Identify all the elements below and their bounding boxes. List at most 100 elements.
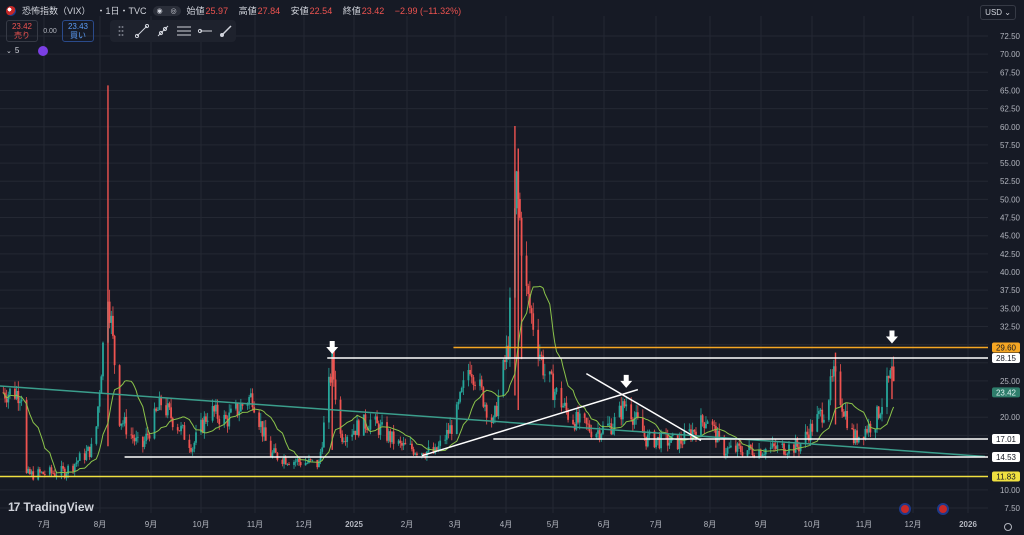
visibility-toggle[interactable]: ◉ ◎ [152,5,181,16]
candle [497,396,500,417]
candle [862,436,865,440]
tradingview-name: TradingView [23,500,94,514]
candle [67,465,70,474]
y-tick-label: 50.00 [1000,195,1021,204]
buy-price: 23.43 [67,22,89,31]
candle [234,403,237,409]
candle [851,428,854,430]
candle [404,442,407,445]
symbol-title[interactable]: 恐怖指数（VIX） [22,6,91,16]
x-tick-label: 5月 [547,520,559,529]
candle [734,445,737,452]
candle [804,431,807,445]
y-tick-label: 72.50 [1000,32,1021,41]
candle [143,441,146,447]
candle [676,434,679,450]
economic-event-icon [937,503,949,515]
candle [77,460,79,463]
level-tag [992,342,1020,353]
candle [369,419,372,430]
candle [435,447,438,452]
brush-tool-icon[interactable] [218,24,234,38]
candle [583,413,586,418]
candle [879,414,882,419]
candle [85,450,88,460]
candle [597,430,599,434]
tradingview-mark-icon: 17 [8,500,20,514]
candle [53,473,56,476]
candle [178,430,181,432]
candle [294,461,297,463]
candle [356,420,359,436]
eye-icon: ◉ [156,7,163,15]
candle [203,416,206,433]
candle [630,404,633,420]
candle [495,405,498,417]
candle [357,420,360,436]
horizontal-ray-tool-icon[interactable] [197,24,213,38]
candle [540,354,543,356]
candle [120,423,123,426]
candle [264,427,267,441]
candle [97,406,99,427]
chevron-down-icon: ⌄ [1004,8,1011,17]
candle [645,436,648,447]
parallel-channel-tool-icon[interactable] [176,24,192,38]
candle [819,409,822,412]
candle [877,406,880,419]
drag-handle-icon[interactable] [113,24,129,38]
indicator-legend[interactable]: ⌄ 5 [6,46,19,55]
candle [542,355,545,376]
candle [75,462,78,465]
candle [832,366,835,377]
candle [444,439,447,441]
candle [693,429,696,432]
candle [261,421,264,437]
candle [191,448,194,452]
candle [271,452,274,457]
sell-button[interactable]: 23.42 売り [6,20,38,42]
trend-line-tool-icon[interactable] [134,24,150,38]
candle [351,434,354,437]
candle [567,410,569,420]
candle [876,406,878,430]
candle [110,315,113,323]
candle [274,448,277,453]
candle [148,435,151,439]
candle [881,406,883,415]
trendline [421,388,639,457]
x-tick-label: 10月 [804,520,821,529]
buy-button[interactable]: 23.43 買い [62,20,94,42]
candle [273,448,275,453]
candle [635,412,638,419]
candle [631,419,634,425]
candle [655,439,658,448]
candle [620,405,623,420]
candle [783,443,785,455]
candle [445,429,448,440]
candle [131,434,134,439]
candle [206,420,209,422]
candle [95,426,98,444]
ray-tool-icon[interactable] [155,24,171,38]
axis-settings-icon [1004,523,1012,531]
candle [19,401,21,404]
candle [457,401,460,405]
currency-selector[interactable]: USD ⌄ [980,5,1016,20]
candle [618,405,621,418]
candle [176,427,179,431]
y-tick-label: 42.50 [1000,250,1021,259]
candle [133,438,136,442]
candle [38,469,41,473]
candle [530,308,533,314]
candle [548,371,551,375]
candle [37,469,40,480]
candle [449,425,452,434]
candle [269,440,272,457]
candle [769,447,772,450]
indicator-settings-icon[interactable] [38,46,48,56]
candle [806,431,809,435]
candle [749,444,752,449]
chevron-down-icon[interactable]: ⌄ [6,47,12,55]
